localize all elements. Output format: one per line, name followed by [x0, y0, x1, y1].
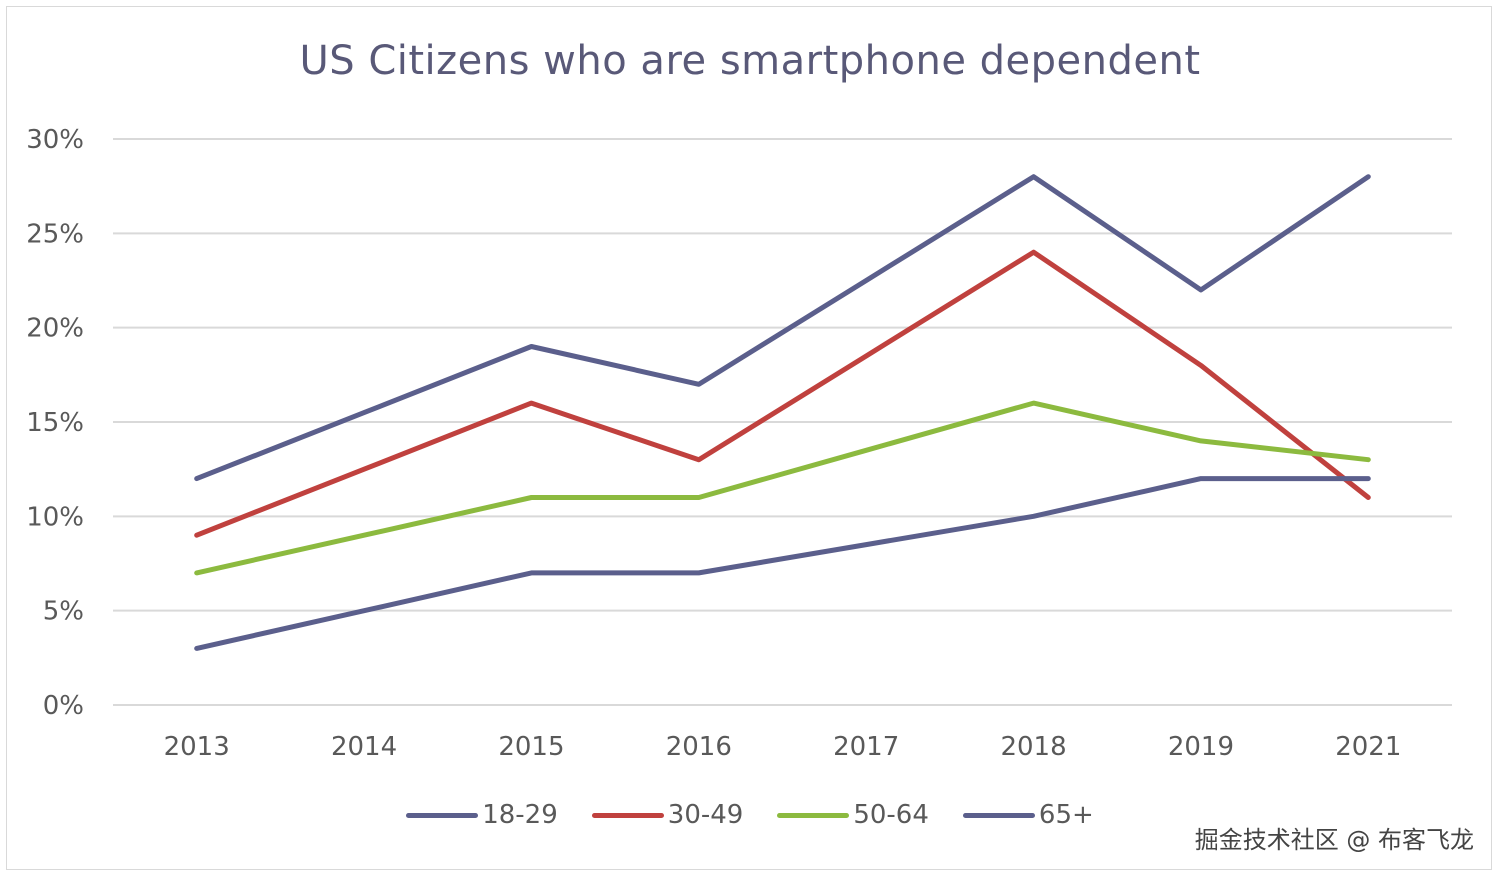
- x-tick-label-2019: 2019: [1168, 732, 1234, 762]
- legend-item-18-29: 18-29: [406, 800, 558, 830]
- legend-label-50-64: 50-64: [853, 800, 929, 830]
- legend-item-30-49: 30-49: [591, 800, 744, 830]
- legend-swatch-65-plus: [962, 812, 1035, 818]
- legend-swatch-30-49: [591, 812, 664, 818]
- y-tick-label-0: 0%: [43, 691, 84, 721]
- y-tick-label-25: 25%: [26, 219, 84, 249]
- chart-title: US Citizens who are smartphone dependent: [299, 38, 1201, 84]
- legend-label-65-plus: 65+: [1038, 800, 1094, 830]
- legend-item-65-plus: 65+: [962, 800, 1094, 830]
- legend: 18-29 30-49 50-64 65+: [0, 800, 1500, 830]
- legend-swatch-50-64: [777, 812, 850, 818]
- y-tick-label-30: 30%: [26, 125, 84, 155]
- series-line-65-plus: [194, 476, 1371, 651]
- x-tick-label-2016: 2016: [666, 732, 732, 762]
- x-tick-label-2013: 2013: [164, 732, 230, 762]
- y-tick-label-20: 20%: [26, 314, 84, 344]
- x-tick-label-2018: 2018: [1000, 732, 1066, 762]
- legend-label-30-49: 30-49: [667, 800, 744, 830]
- x-tick-label-2017: 2017: [833, 732, 899, 762]
- series-line-30-49: [194, 249, 1371, 538]
- y-tick-label-10: 10%: [26, 502, 84, 532]
- legend-item-50-64: 50-64: [777, 800, 929, 830]
- x-tick-label-2015: 2015: [498, 732, 564, 762]
- series-line-18-29: [194, 174, 1371, 482]
- legend-label-18-29: 18-29: [482, 800, 558, 830]
- chart-frame: [6, 6, 1492, 870]
- legend-swatch-18-29: [406, 812, 479, 818]
- series-line-50-64: [194, 400, 1371, 576]
- x-tick-label-2014: 2014: [331, 732, 397, 762]
- watermark: 掘金技术社区 @ 布客飞龙: [1194, 826, 1474, 854]
- x-tick-label-2021: 2021: [1335, 732, 1401, 762]
- y-tick-label-15: 15%: [26, 408, 84, 438]
- y-tick-label-5: 5%: [43, 597, 84, 627]
